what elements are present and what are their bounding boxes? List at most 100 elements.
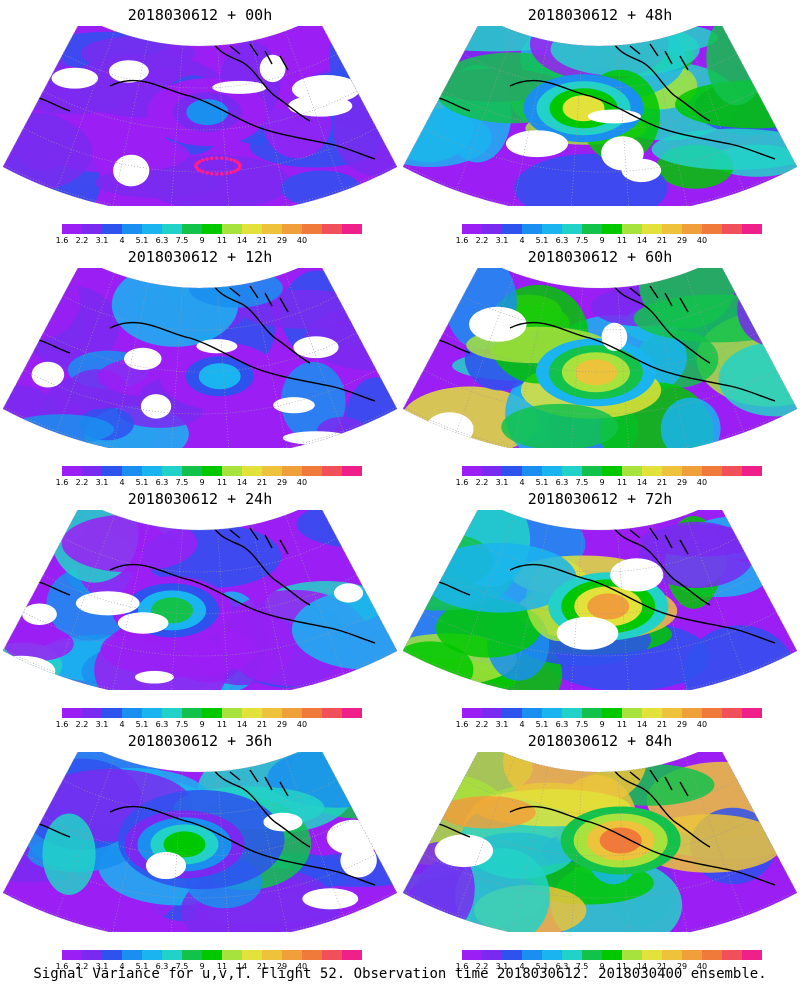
variance-map <box>2 752 398 932</box>
colorbar-swatch <box>582 224 602 234</box>
meridian-line <box>571 771 583 932</box>
figure-caption: Signal Variance for u,v,T. Flight 52. Ob… <box>33 966 767 982</box>
no-data-patch <box>31 361 65 388</box>
parallel-line <box>23 853 377 899</box>
colorbar-swatch <box>462 708 482 718</box>
colorbar-label: 29 <box>676 720 688 729</box>
colorbar-label: 6.3 <box>155 720 169 729</box>
colorbar-label: 7.5 <box>175 478 189 487</box>
colorbar-swatch <box>162 950 182 960</box>
meridian-line <box>285 756 344 917</box>
variance-peak <box>599 827 642 854</box>
colorbar-swatch <box>682 466 702 476</box>
colorbar-swatch <box>602 708 622 718</box>
colorbar-label: 4 <box>519 720 525 729</box>
parallel-line <box>462 537 738 573</box>
colorbar-swatch <box>122 466 142 476</box>
colorbar-label: 14 <box>636 478 648 487</box>
coastline-segment <box>509 805 776 886</box>
colorbar-swatch <box>662 708 682 718</box>
colorbar-label: 21 <box>256 478 268 487</box>
parallel-line <box>62 53 338 89</box>
no-data-patch <box>22 603 57 625</box>
parallel-line <box>3 164 397 206</box>
map-boundary <box>402 510 798 690</box>
observation-point <box>205 157 209 161</box>
colorbar-label: 5.1 <box>535 478 549 487</box>
colorbar-swatch <box>702 950 722 960</box>
variance-contour <box>80 36 196 71</box>
no-data-patch <box>621 158 662 183</box>
meridian-line <box>456 514 515 675</box>
coastline-segment <box>609 761 711 848</box>
colorbar-swatch <box>562 224 582 234</box>
variance-contour <box>42 813 96 895</box>
meridian-line <box>285 272 344 433</box>
variance-map <box>2 510 398 690</box>
meridian-line <box>651 282 688 448</box>
meridian-line <box>617 529 629 690</box>
colorbar-label: 1.6 <box>55 962 69 971</box>
colorbar-swatch <box>82 708 102 718</box>
meridian-line <box>456 756 515 917</box>
colorbar-label: 14 <box>636 720 648 729</box>
observation-point <box>201 158 205 162</box>
observation-point <box>224 156 229 161</box>
colorbar-swatch <box>522 708 542 718</box>
colorbar <box>462 950 762 960</box>
variance-contour <box>455 848 550 932</box>
colorbar-label: 2.2 <box>475 236 489 245</box>
variance-map <box>402 268 798 448</box>
colorbar-swatch <box>542 708 562 718</box>
parallel-line <box>23 369 377 415</box>
variance-contour <box>435 598 541 658</box>
colorbar-swatch <box>542 224 562 234</box>
colorbar-swatch <box>302 224 322 234</box>
colorbar-label: 3.1 <box>95 720 109 729</box>
observation-point <box>235 167 240 172</box>
map-panel-84h: 2018030612 + 84h 1.6 2.2 3.1 4 5.1 6.3 7.5 9 11 1… <box>400 726 800 971</box>
variance-map <box>402 26 798 206</box>
meridian-line <box>251 282 288 448</box>
map-boundary <box>2 510 398 690</box>
colorbar-swatch <box>722 466 742 476</box>
parallel-line <box>3 406 397 448</box>
colorbar <box>462 708 762 718</box>
colorbar-swatch <box>142 950 162 960</box>
variance-contour <box>633 294 798 343</box>
no-data-patch <box>123 347 162 370</box>
parallel-line <box>403 890 797 932</box>
parallel-line <box>23 611 377 657</box>
meridian-line <box>651 766 688 932</box>
no-data-patch <box>273 397 315 414</box>
meridian-line <box>512 282 549 448</box>
coastline-segment <box>209 277 311 364</box>
colorbar-swatch <box>462 466 482 476</box>
meridian-line <box>651 40 688 206</box>
colorbar-swatch <box>62 950 82 960</box>
no-data-patch <box>340 843 377 878</box>
colorbar-swatch <box>102 950 122 960</box>
meridian-line <box>2 752 79 893</box>
panel-title: 2018030612 + 48h <box>527 6 673 24</box>
variance-contour <box>651 128 798 170</box>
colorbar-label: 21 <box>656 236 668 245</box>
colorbar-label: 4 <box>119 478 125 487</box>
coastline <box>29 519 376 644</box>
meridian-line <box>512 40 549 206</box>
colorbar-label: 9 <box>199 962 205 971</box>
colorbar-swatch <box>222 224 242 234</box>
colorbar-swatch <box>322 708 342 718</box>
map-boundary <box>402 268 798 448</box>
colorbar-label: 7.5 <box>175 962 189 971</box>
colorbar-label: 3.1 <box>495 236 509 245</box>
no-data-patch <box>145 851 187 880</box>
colorbar-swatch <box>162 708 182 718</box>
colorbar-swatch <box>522 950 542 960</box>
colorbar-label: 1.6 <box>55 236 69 245</box>
colorbar-label: 7.5 <box>575 478 589 487</box>
colorbar-label: 40 <box>296 720 308 729</box>
colorbar-swatch <box>282 950 302 960</box>
colorbar-swatch <box>482 466 502 476</box>
colorbar-swatch <box>222 466 242 476</box>
